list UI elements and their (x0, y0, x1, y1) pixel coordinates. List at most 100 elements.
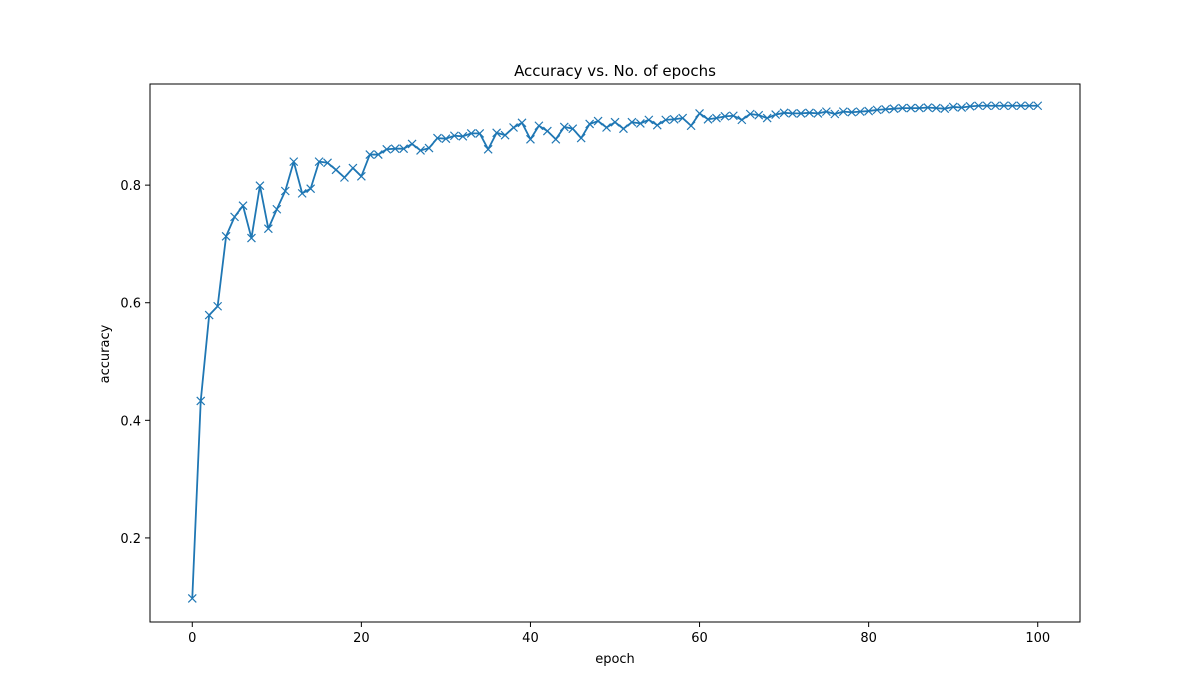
data-point-marker (340, 173, 349, 182)
data-point-marker (889, 104, 899, 114)
data-point-marker (940, 104, 950, 114)
data-point-marker (695, 108, 704, 118)
accuracy-line (191, 104, 1038, 599)
data-point-marker (999, 101, 1009, 111)
data-point-marker (475, 128, 485, 138)
data-point-marker (390, 144, 400, 154)
data-point-marker (356, 171, 366, 181)
data-point-marker (720, 111, 730, 121)
data-point-marker (509, 123, 518, 132)
data-point-marker (585, 119, 595, 129)
data-point-marker (204, 310, 214, 320)
chart-title: Accuracy vs. No. of epochs (514, 62, 716, 80)
data-point-marker (230, 212, 239, 222)
data-point-marker (754, 110, 764, 120)
x-axis-label: epoch (595, 652, 635, 667)
data-point-marker (187, 594, 197, 603)
data-point-marker (847, 107, 857, 117)
data-point-marker (678, 113, 688, 123)
data-point-marker (382, 144, 392, 154)
data-point-marker (576, 133, 586, 143)
data-point-marker (957, 103, 967, 112)
data-point-marker (348, 163, 358, 173)
plot-frame (149, 83, 1081, 623)
data-point-marker (314, 157, 324, 167)
data-point-marker (449, 131, 459, 141)
data-point-marker (728, 111, 738, 121)
data-point-marker (424, 143, 434, 153)
data-point-marker (458, 131, 468, 141)
data-point-marker (669, 114, 679, 124)
x-tick-label: 20 (353, 631, 370, 646)
data-point-marker (331, 165, 341, 175)
y-tick-label: 0.4 (120, 414, 141, 429)
data-point-marker (196, 396, 206, 406)
data-point-marker (1033, 101, 1043, 111)
y-axis-ticks: 0.2 0.4 0.6 0.8 (120, 179, 150, 547)
data-point-marker (610, 117, 620, 127)
data-point-marker (745, 109, 755, 119)
data-point-marker (948, 102, 958, 112)
data-point-marker (559, 122, 569, 132)
data-point-marker (213, 301, 223, 311)
series-line (187, 101, 1043, 603)
data-point-marker (247, 233, 256, 243)
data-point-marker (433, 133, 442, 143)
data-point-marker (686, 121, 696, 131)
data-point-marker (534, 121, 544, 131)
data-point-marker (779, 108, 789, 118)
data-point-marker (1024, 101, 1034, 111)
data-point-marker (906, 103, 916, 113)
data-point-marker (365, 150, 375, 159)
data-point-marker (864, 106, 874, 116)
data-point-marker (263, 224, 273, 234)
data-point-marker (619, 124, 628, 134)
data-point-marker (407, 139, 417, 149)
data-point-marker (272, 204, 282, 214)
data-point-marker (373, 150, 383, 159)
data-point-marker (652, 120, 662, 130)
data-point-marker (872, 105, 882, 115)
data-point-marker (965, 101, 975, 111)
data-point-marker (788, 108, 797, 118)
data-point-marker (923, 103, 933, 112)
data-point-marker (881, 104, 890, 114)
data-point-marker (712, 113, 721, 123)
data-point-marker (593, 116, 603, 126)
data-point-marker (898, 103, 907, 113)
data-point-marker (526, 134, 535, 144)
data-point-marker (703, 114, 713, 124)
data-point-marker (771, 110, 781, 119)
x-tick-label: 40 (522, 631, 539, 646)
data-point-marker (1016, 101, 1026, 111)
data-point-marker (289, 157, 299, 167)
x-tick-label: 80 (860, 631, 877, 646)
data-point-marker (602, 123, 611, 132)
data-point-marker (542, 126, 552, 136)
data-point-marker (813, 108, 823, 118)
data-point-marker (991, 101, 1000, 111)
data-point-marker (238, 201, 248, 211)
data-point-marker (323, 158, 332, 168)
data-point-marker (399, 144, 409, 154)
data-point-marker (974, 101, 983, 111)
data-point-marker (982, 101, 992, 111)
data-point-marker (441, 134, 451, 144)
data-point-marker (627, 117, 637, 127)
x-tick-label: 100 (1025, 631, 1050, 646)
data-point-marker (416, 146, 425, 155)
data-point-marker (297, 188, 307, 198)
data-point-marker (796, 108, 806, 118)
y-tick-label: 0.2 (120, 532, 141, 547)
data-point-marker (1007, 101, 1017, 111)
y-tick-label: 0.6 (120, 297, 141, 312)
data-point-marker (644, 115, 654, 125)
y-tick-label: 0.8 (120, 179, 141, 194)
data-point-marker (914, 103, 924, 113)
data-point-marker (483, 144, 493, 154)
data-point-marker (838, 107, 848, 117)
data-point-marker (280, 186, 290, 196)
data-point-marker (931, 103, 941, 113)
data-point-marker (762, 113, 772, 123)
